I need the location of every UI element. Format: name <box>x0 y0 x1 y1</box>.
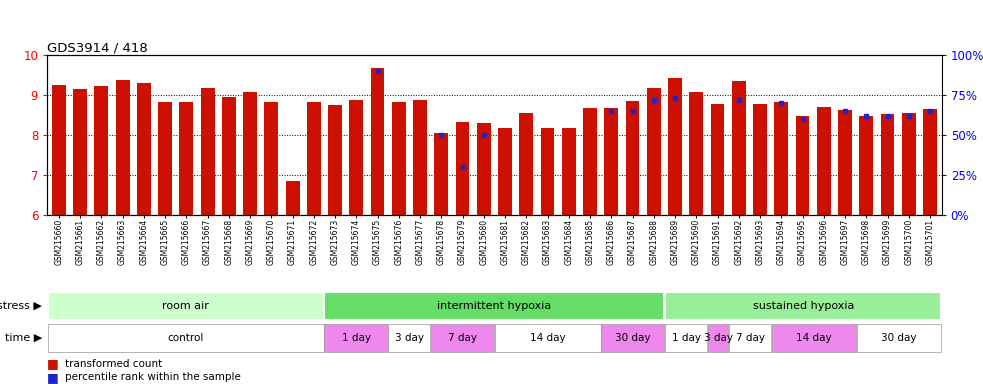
Bar <box>494 324 601 352</box>
Bar <box>73 89 87 215</box>
Text: 3 day: 3 day <box>704 333 732 343</box>
Bar <box>243 92 257 215</box>
Text: intermittent hypoxia: intermittent hypoxia <box>437 301 551 311</box>
Bar <box>775 102 788 215</box>
Bar <box>434 133 448 215</box>
Bar <box>307 102 320 215</box>
Text: 30 day: 30 day <box>882 333 917 343</box>
Bar <box>665 324 707 352</box>
Bar <box>431 324 494 352</box>
Text: control: control <box>167 333 203 343</box>
Bar <box>665 292 942 320</box>
Bar <box>859 116 873 215</box>
Text: ■: ■ <box>47 358 59 371</box>
Bar <box>838 110 852 215</box>
Bar <box>732 81 746 215</box>
Bar <box>541 128 554 215</box>
Text: transformed count: transformed count <box>65 359 162 369</box>
Bar <box>180 102 194 215</box>
Bar <box>286 181 300 215</box>
Text: time ▶: time ▶ <box>5 333 42 343</box>
Bar <box>324 292 665 320</box>
Text: GDS3914 / 418: GDS3914 / 418 <box>47 41 147 54</box>
Bar <box>201 88 214 215</box>
Bar <box>392 102 406 215</box>
Bar <box>371 68 384 215</box>
Text: 1 day: 1 day <box>341 333 371 343</box>
Bar <box>772 324 856 352</box>
Bar <box>923 109 937 215</box>
Text: ■: ■ <box>47 371 59 384</box>
Bar <box>625 101 640 215</box>
Bar <box>689 92 703 215</box>
Bar <box>602 324 665 352</box>
Bar <box>711 104 724 215</box>
Text: room air: room air <box>162 301 209 311</box>
Text: 1 day: 1 day <box>671 333 701 343</box>
Bar <box>456 122 470 215</box>
Text: stress ▶: stress ▶ <box>0 301 42 311</box>
Bar <box>729 324 771 352</box>
Text: 7 day: 7 day <box>735 333 765 343</box>
Bar <box>94 86 108 215</box>
Bar <box>158 102 172 215</box>
Bar <box>47 324 323 352</box>
Text: 3 day: 3 day <box>395 333 424 343</box>
Bar <box>668 78 682 215</box>
Bar <box>881 114 895 215</box>
Bar <box>137 83 150 215</box>
Text: sustained hypoxia: sustained hypoxia <box>753 301 854 311</box>
Text: 30 day: 30 day <box>615 333 651 343</box>
Bar <box>47 292 323 320</box>
Bar <box>795 116 809 215</box>
Text: 14 day: 14 day <box>530 333 565 343</box>
Bar <box>328 105 342 215</box>
Bar <box>857 324 942 352</box>
Text: 14 day: 14 day <box>796 333 832 343</box>
Bar <box>498 128 512 215</box>
Bar <box>583 108 597 215</box>
Text: 7 day: 7 day <box>448 333 477 343</box>
Bar <box>349 100 364 215</box>
Bar <box>116 80 130 215</box>
Bar <box>901 113 916 215</box>
Bar <box>519 113 533 215</box>
Text: percentile rank within the sample: percentile rank within the sample <box>65 372 241 382</box>
Bar <box>753 104 767 215</box>
Bar <box>264 102 278 215</box>
Bar <box>222 97 236 215</box>
Bar <box>52 85 66 215</box>
Bar <box>817 107 831 215</box>
Bar <box>708 324 728 352</box>
Bar <box>388 324 431 352</box>
Bar <box>605 108 618 215</box>
Bar <box>324 324 387 352</box>
Bar <box>562 128 576 215</box>
Bar <box>477 123 491 215</box>
Bar <box>413 100 427 215</box>
Bar <box>647 88 661 215</box>
